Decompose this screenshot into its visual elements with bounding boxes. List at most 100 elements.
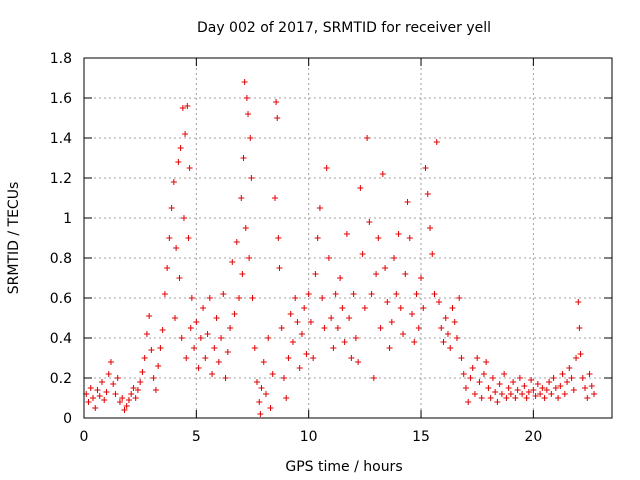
data-point bbox=[357, 185, 364, 191]
data-point bbox=[178, 335, 185, 341]
data-point bbox=[559, 371, 566, 377]
data-point bbox=[334, 325, 341, 331]
data-point bbox=[170, 179, 177, 185]
data-point bbox=[388, 319, 395, 325]
data-point bbox=[519, 391, 526, 397]
data-point bbox=[114, 375, 121, 381]
data-point bbox=[195, 365, 202, 371]
data-points bbox=[83, 79, 598, 417]
data-point bbox=[420, 305, 427, 311]
data-point bbox=[247, 135, 254, 141]
data-point bbox=[489, 375, 496, 381]
y-tick-label: 0.8 bbox=[50, 251, 72, 267]
data-point bbox=[566, 365, 573, 371]
data-point bbox=[227, 325, 234, 331]
data-point bbox=[121, 407, 128, 413]
data-point bbox=[411, 339, 418, 345]
data-point bbox=[552, 385, 559, 391]
data-point bbox=[485, 385, 492, 391]
data-point bbox=[467, 375, 474, 381]
data-point bbox=[406, 235, 413, 241]
data-point bbox=[274, 115, 281, 121]
data-point bbox=[503, 395, 510, 401]
data-point bbox=[285, 355, 292, 361]
data-point bbox=[546, 379, 553, 385]
data-point bbox=[523, 395, 530, 401]
data-point bbox=[456, 295, 463, 301]
x-tick-label: 10 bbox=[300, 429, 318, 445]
data-point bbox=[440, 339, 447, 345]
data-point bbox=[528, 377, 535, 383]
data-point bbox=[449, 305, 456, 311]
data-point bbox=[393, 291, 400, 297]
data-point bbox=[404, 199, 411, 205]
data-point bbox=[588, 383, 595, 389]
data-point bbox=[433, 139, 440, 145]
data-point bbox=[469, 365, 476, 371]
data-point bbox=[139, 369, 146, 375]
data-point bbox=[328, 315, 335, 321]
data-point bbox=[361, 305, 368, 311]
data-point bbox=[570, 387, 577, 393]
data-point bbox=[123, 403, 130, 409]
data-point bbox=[557, 383, 564, 389]
data-point bbox=[242, 225, 249, 231]
data-point bbox=[379, 171, 386, 177]
data-point bbox=[275, 235, 282, 241]
data-point bbox=[197, 335, 204, 341]
data-point bbox=[568, 375, 575, 381]
data-point bbox=[141, 355, 148, 361]
data-point bbox=[435, 299, 442, 305]
data-point bbox=[224, 349, 231, 355]
data-point bbox=[397, 305, 404, 311]
data-point bbox=[579, 375, 586, 381]
data-point bbox=[191, 345, 198, 351]
data-point bbox=[92, 405, 99, 411]
data-point bbox=[238, 195, 245, 201]
data-point bbox=[591, 391, 598, 397]
data-point bbox=[534, 381, 541, 387]
data-point bbox=[462, 385, 469, 391]
data-point bbox=[278, 325, 285, 331]
data-point bbox=[548, 391, 555, 397]
data-point bbox=[550, 375, 557, 381]
data-point bbox=[260, 359, 267, 365]
data-point bbox=[185, 235, 192, 241]
data-point bbox=[213, 315, 220, 321]
data-point bbox=[332, 291, 339, 297]
data-point bbox=[132, 395, 139, 401]
data-point bbox=[418, 275, 425, 281]
data-point bbox=[584, 395, 591, 401]
data-point bbox=[458, 355, 465, 361]
data-point bbox=[525, 389, 532, 395]
data-point bbox=[532, 393, 539, 399]
data-point bbox=[269, 371, 276, 377]
data-point bbox=[343, 231, 350, 237]
data-point bbox=[168, 205, 175, 211]
data-point bbox=[492, 389, 499, 395]
data-point bbox=[241, 79, 248, 85]
data-point bbox=[155, 363, 162, 369]
data-point bbox=[355, 359, 362, 365]
data-point bbox=[370, 375, 377, 381]
data-point bbox=[130, 385, 137, 391]
data-point bbox=[200, 305, 207, 311]
data-point bbox=[248, 175, 255, 181]
data-point bbox=[530, 387, 537, 393]
data-point bbox=[218, 335, 225, 341]
data-point bbox=[474, 355, 481, 361]
data-point bbox=[314, 235, 321, 241]
y-tick-label: 0.2 bbox=[50, 371, 72, 387]
data-point bbox=[323, 165, 330, 171]
data-point bbox=[348, 355, 355, 361]
data-point bbox=[325, 255, 332, 261]
data-point bbox=[157, 345, 164, 351]
data-point bbox=[386, 345, 393, 351]
y-tick-label: 1.2 bbox=[50, 171, 72, 187]
data-point bbox=[161, 291, 168, 297]
data-point bbox=[85, 399, 92, 405]
data-point bbox=[480, 371, 487, 377]
axis-ticks: 0 0.2 0.4 0.6 0.8 1 1.2 1.4 1.6 1.8 0 5 10 15 20 bbox=[50, 51, 612, 445]
y-tick-label: 1.4 bbox=[50, 131, 72, 147]
data-point bbox=[352, 335, 359, 341]
